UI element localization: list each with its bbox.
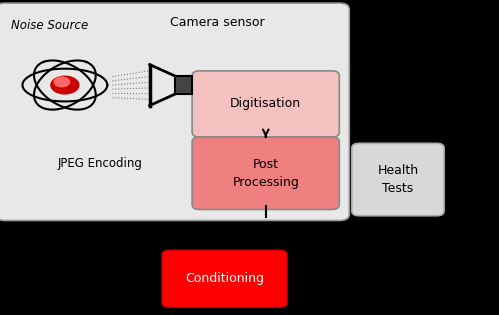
Text: Noise Source: Noise Source <box>11 19 88 32</box>
Text: Post
Processing: Post Processing <box>232 158 299 189</box>
FancyBboxPatch shape <box>352 143 444 216</box>
Text: Digitisation: Digitisation <box>230 97 301 111</box>
Text: Conditioning: Conditioning <box>185 272 264 285</box>
Circle shape <box>54 77 69 87</box>
FancyBboxPatch shape <box>0 3 349 220</box>
FancyBboxPatch shape <box>192 71 339 137</box>
Text: Camera sensor: Camera sensor <box>170 15 264 29</box>
FancyBboxPatch shape <box>175 76 192 94</box>
Text: Health
Tests: Health Tests <box>377 164 419 195</box>
FancyBboxPatch shape <box>162 250 287 307</box>
FancyBboxPatch shape <box>192 137 339 209</box>
Text: JPEG Encoding: JPEG Encoding <box>57 157 142 170</box>
Circle shape <box>51 76 79 94</box>
